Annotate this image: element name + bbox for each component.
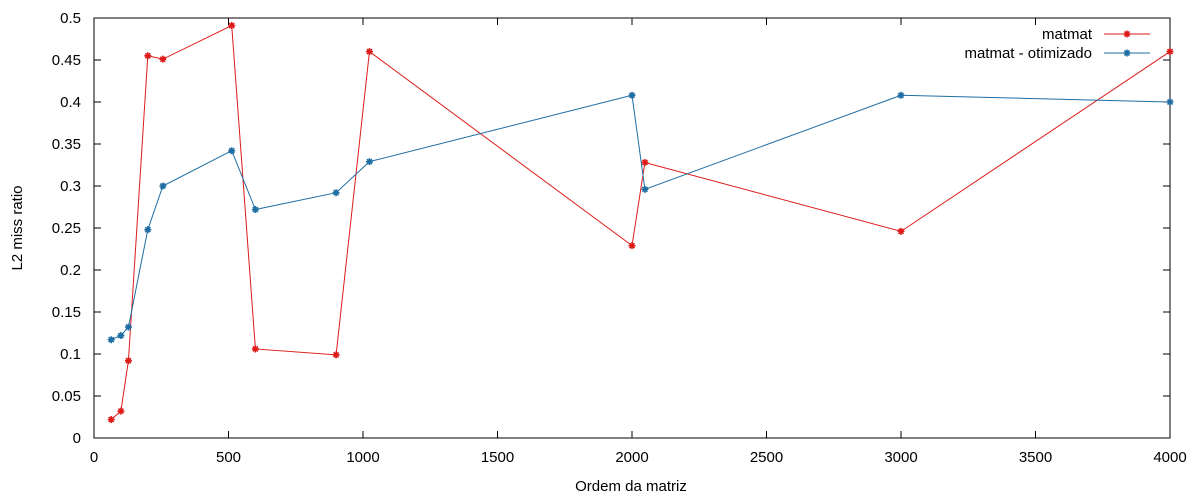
- legend: matmat matmat - otimizado: [964, 26, 1150, 62]
- data-point-dot: [126, 358, 131, 363]
- data-point-dot: [253, 207, 258, 212]
- y-tick-label: 0.4: [60, 94, 81, 111]
- x-tick-label: 2000: [615, 449, 648, 466]
- data-point-dot: [899, 229, 903, 234]
- data-point-dot: [334, 190, 339, 195]
- y-tick-label: 0.2: [60, 262, 81, 279]
- series-1: [107, 91, 1174, 344]
- data-point-dot: [109, 417, 114, 422]
- plot-frame: [93, 17, 1171, 439]
- x-tick-label: 1500: [481, 449, 514, 466]
- data-point-dot: [160, 184, 165, 188]
- y-tick-label: 0.5: [60, 10, 81, 27]
- data-point-dot: [145, 227, 150, 232]
- data-point-dot: [229, 23, 234, 28]
- data-point-dot: [109, 337, 114, 342]
- y-tick-label: 0.05: [52, 388, 81, 405]
- legend-marker-dot: [1125, 51, 1129, 55]
- axes: 0 500 1000 1500 2000 2500 3000 3500 4000 0 0.05 0.1…: [52, 10, 1187, 466]
- data-point-dot: [253, 346, 258, 351]
- data-point-dot: [899, 93, 903, 98]
- y-axis-label: L2 miss ratio: [9, 185, 26, 270]
- data-point-dot: [367, 49, 372, 54]
- data-point-dot: [145, 53, 150, 58]
- y-tick-label: 0.15: [52, 304, 81, 321]
- legend-label: matmat - otimizado: [964, 45, 1092, 62]
- y-tick-label: 0.25: [52, 220, 81, 237]
- series-line: [111, 94, 1171, 341]
- y-tick-label: 0: [73, 430, 81, 447]
- x-tick-label: 0: [90, 449, 98, 466]
- x-tick-label: 3500: [1019, 449, 1052, 466]
- data-point-dot: [642, 160, 647, 165]
- data-point-dot: [367, 159, 372, 164]
- data-point-dot: [642, 187, 647, 192]
- data-point-dot: [630, 243, 634, 248]
- y-tick-label: 0.1: [60, 346, 81, 363]
- data-point-dot: [160, 57, 165, 62]
- series-0: [107, 22, 1174, 424]
- data-point-dot: [229, 148, 234, 153]
- data-point-dot: [118, 333, 123, 338]
- x-tick-label: 4000: [1153, 449, 1186, 466]
- y-tick-label: 0.45: [52, 52, 81, 69]
- x-axis-label: Ordem da matriz: [575, 478, 687, 495]
- data-point-dot: [630, 93, 634, 98]
- series-line: [110, 24, 1171, 420]
- x-tick-label: 3000: [884, 449, 917, 466]
- x-tick-label: 2500: [750, 449, 783, 466]
- x-tick-label: 1000: [346, 449, 379, 466]
- series-layer: [107, 22, 1174, 424]
- legend-marker-dot: [1125, 32, 1129, 36]
- data-point-dot: [118, 409, 123, 414]
- x-tick-label: 500: [216, 449, 241, 466]
- legend-label: matmat: [1042, 26, 1093, 43]
- data-point-dot: [1168, 49, 1172, 54]
- y-tick-label: 0.3: [60, 178, 81, 195]
- data-point-dot: [126, 325, 131, 330]
- y-tick-label: 0.35: [52, 136, 81, 153]
- data-point-dot: [334, 352, 339, 357]
- data-point-dot: [1168, 100, 1172, 104]
